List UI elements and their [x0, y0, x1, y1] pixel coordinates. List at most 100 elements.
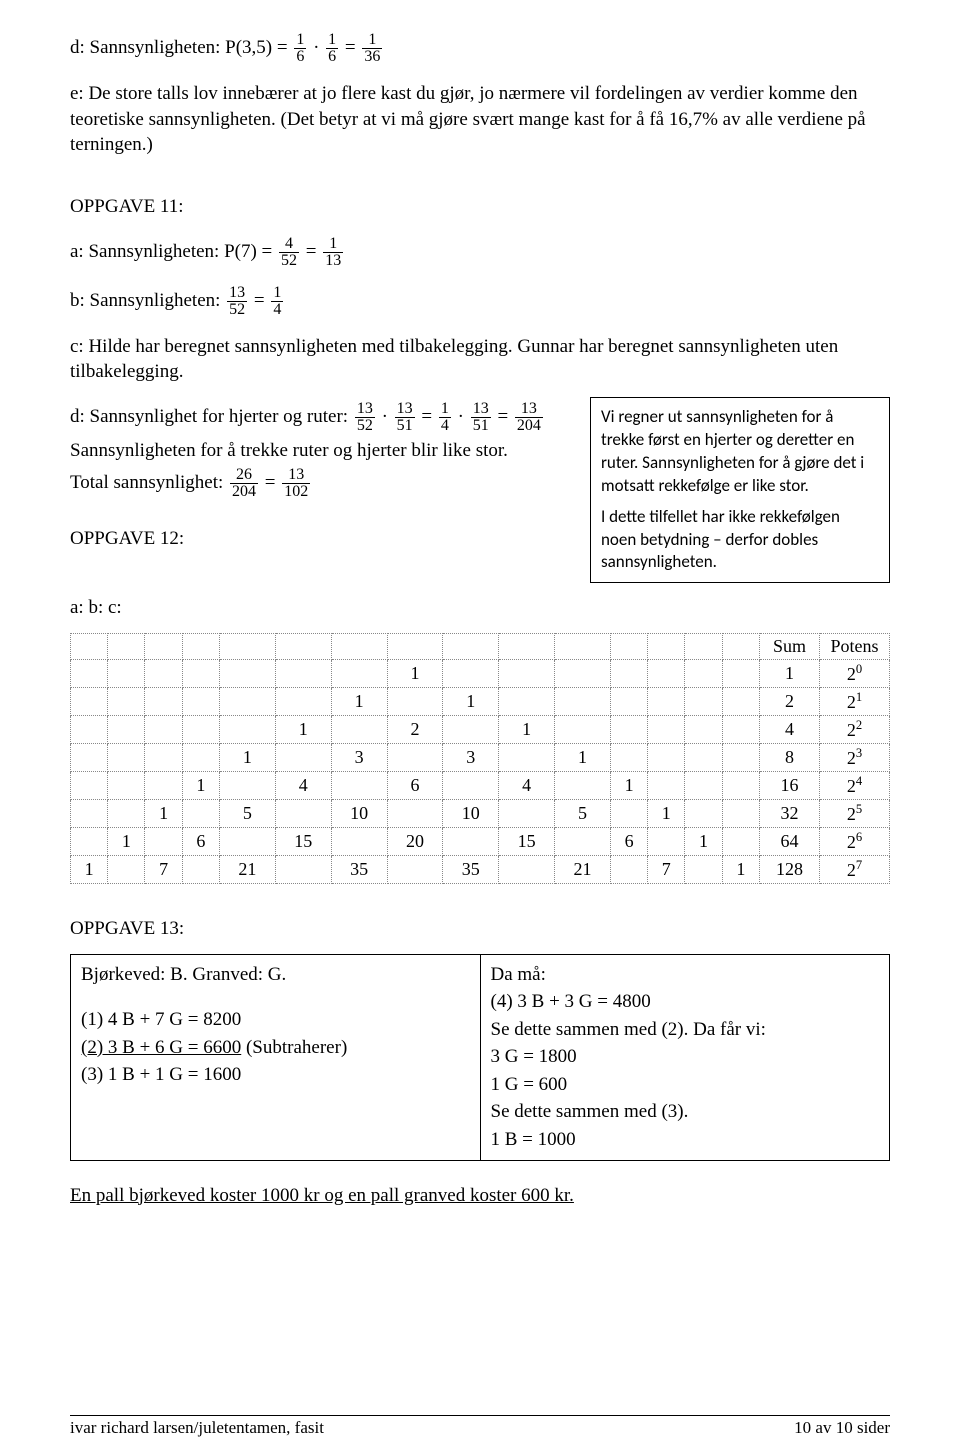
box-line: (2) 3 B + 6 G = 6600 (Subtraherer)	[81, 1034, 470, 1062]
table-cell	[71, 800, 108, 828]
table-cell	[108, 688, 145, 716]
table-cell: 21	[219, 856, 275, 884]
table-cell	[610, 716, 647, 744]
table-cell: 7	[648, 856, 685, 884]
table-cell	[387, 800, 443, 828]
table-cell: 1	[108, 828, 145, 856]
sum-cell: 32	[760, 800, 820, 828]
table-cell: 6	[610, 828, 647, 856]
potens-cell: 21	[820, 688, 890, 716]
table-cell: 4	[499, 772, 555, 800]
table-cell: 35	[331, 856, 387, 884]
table-cell	[555, 688, 611, 716]
pascal-table: Sum Potens 11201122112142213318231464116…	[70, 633, 890, 884]
table-cell	[145, 716, 182, 744]
box-line: Se dette sammen med (3).	[491, 1098, 880, 1126]
table-cell	[108, 800, 145, 828]
info-p1: Vi regner ut sannsynligheten for å trekk…	[601, 406, 879, 498]
header-sum: Sum	[760, 634, 820, 660]
sum-cell: 16	[760, 772, 820, 800]
fraction: 13 51	[395, 401, 415, 434]
table-cell	[71, 660, 108, 688]
table-cell	[145, 828, 182, 856]
box-line: Bjørkeved: B. Granved: G.	[81, 961, 470, 989]
table-cell: 1	[610, 772, 647, 800]
table-cell	[182, 800, 219, 828]
table-cell: 15	[275, 828, 331, 856]
table-cell	[555, 828, 611, 856]
table-cell: 1	[275, 716, 331, 744]
table-cell	[182, 688, 219, 716]
table-cell: 1	[387, 660, 443, 688]
oppg12-abc: a: b: c:	[70, 595, 890, 621]
table-row: 146411624	[71, 772, 890, 800]
box-line: 3 G = 1800	[491, 1043, 880, 1071]
table-cell	[499, 800, 555, 828]
potens-cell: 22	[820, 716, 890, 744]
oppg11-d-row: d: Sannsynlighet for hjerter og ruter: 1…	[70, 397, 890, 584]
oppg11-d2: Sannsynligheten for å trekke ruter og hj…	[70, 438, 572, 464]
table-cell	[722, 772, 759, 800]
table-cell: 1	[145, 800, 182, 828]
table-cell	[145, 660, 182, 688]
table-cell	[145, 744, 182, 772]
table-cell: 3	[331, 744, 387, 772]
sum-cell: 8	[760, 744, 820, 772]
table-cell	[108, 660, 145, 688]
table-cell: 1	[219, 744, 275, 772]
table-cell	[443, 828, 499, 856]
table-cell: 10	[443, 800, 499, 828]
table-cell	[648, 828, 685, 856]
table-row: 11221	[71, 688, 890, 716]
oppg11-d: d: Sannsynlighet for hjerter og ruter: 1…	[70, 401, 572, 434]
table-cell: 1	[685, 828, 722, 856]
table-cell	[610, 744, 647, 772]
prob-d-label: d: Sannsynligheten: P(3,5) =	[70, 37, 292, 58]
table-row: 121422	[71, 716, 890, 744]
table-cell	[331, 772, 387, 800]
sum-cell: 2	[760, 688, 820, 716]
table-cell	[275, 744, 331, 772]
table-cell	[331, 660, 387, 688]
box-line: (1) 4 B + 7 G = 8200	[81, 1006, 470, 1034]
table-cell	[145, 688, 182, 716]
table-cell	[108, 716, 145, 744]
table-cell	[722, 716, 759, 744]
table-cell	[443, 772, 499, 800]
box-line: (4) 3 B + 3 G = 4800	[491, 988, 880, 1016]
info-p2: I dette tilfellet har ikke rekkefølgen n…	[601, 506, 879, 575]
table-cell	[685, 744, 722, 772]
table-cell	[499, 660, 555, 688]
fraction: 4 52	[279, 236, 299, 269]
box-line: 1 G = 600	[491, 1071, 880, 1099]
table-cell	[331, 716, 387, 744]
prob-e-text: e: De store talls lov innebærer at jo fl…	[70, 81, 890, 158]
table-cell: 1	[555, 744, 611, 772]
table-cell	[387, 744, 443, 772]
fraction: 1 4	[271, 285, 283, 318]
table-cell	[275, 660, 331, 688]
oppgave-12-title: OPPGAVE 12:	[70, 526, 572, 552]
table-cell	[555, 660, 611, 688]
header-potens: Potens	[820, 634, 890, 660]
potens-cell: 24	[820, 772, 890, 800]
oppg11-a: a: Sannsynligheten: P(7) = 4 52 = 1 13	[70, 236, 890, 269]
table-cell: 1	[331, 688, 387, 716]
table-cell: 4	[275, 772, 331, 800]
fraction: 13 52	[227, 285, 247, 318]
fraction: 13 51	[471, 401, 491, 434]
sum-cell: 64	[760, 828, 820, 856]
table-cell	[685, 772, 722, 800]
table-cell	[108, 744, 145, 772]
fraction: 13 52	[355, 401, 375, 434]
table-cell	[685, 800, 722, 828]
sum-cell: 4	[760, 716, 820, 744]
oppg13-conclusion: En pall bjørkeved koster 1000 kr og en p…	[70, 1183, 890, 1209]
info-box: Vi regner ut sannsynligheten for å trekk…	[590, 397, 890, 584]
table-cell	[722, 800, 759, 828]
table-cell: 3	[443, 744, 499, 772]
table-cell	[219, 828, 275, 856]
table-cell	[722, 828, 759, 856]
table-cell	[648, 716, 685, 744]
oppgave-11-title: OPPGAVE 11:	[70, 194, 890, 220]
